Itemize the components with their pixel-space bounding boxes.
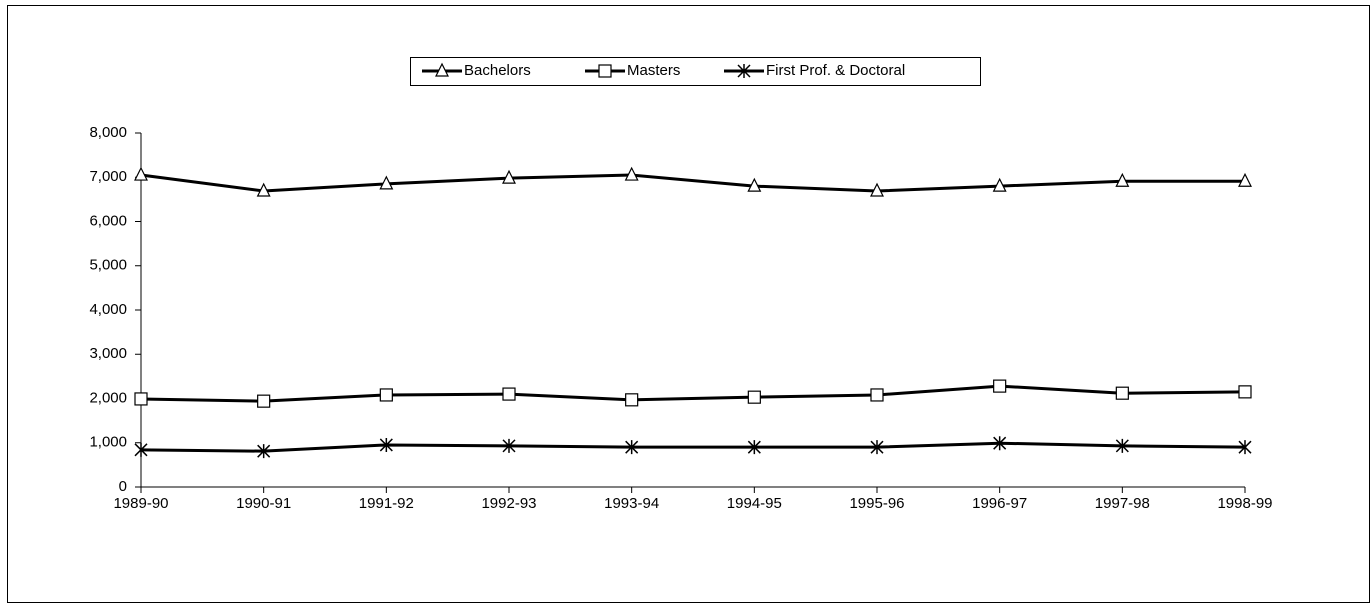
marker — [379, 388, 393, 402]
series-line — [140, 441, 1246, 453]
marker — [502, 438, 516, 453]
legend-label: First Prof. & Doctoral — [766, 62, 905, 79]
marker — [747, 440, 761, 455]
y-tick-label: 5,000 — [89, 257, 127, 274]
x-tick-label: 1991-92 — [359, 495, 414, 512]
y-tick-label: 0 — [119, 478, 127, 495]
marker — [134, 442, 148, 457]
marker — [870, 440, 884, 455]
marker — [134, 392, 148, 406]
legend-box — [410, 57, 981, 86]
marker — [747, 177, 762, 192]
marker — [993, 436, 1007, 451]
y-tick-label: 1,000 — [89, 434, 127, 451]
series-line — [140, 384, 1246, 403]
marker — [257, 444, 271, 459]
marker — [870, 182, 884, 197]
y-tick-label: 4,000 — [89, 301, 127, 318]
marker — [256, 182, 271, 197]
marker — [1238, 440, 1252, 455]
marker — [993, 379, 1007, 393]
marker — [435, 62, 449, 77]
x-tick-label: 1994-95 — [727, 495, 782, 512]
marker — [502, 387, 516, 401]
marker — [598, 64, 612, 78]
marker — [747, 390, 761, 404]
marker — [1238, 172, 1252, 187]
x-tick-label: 1990-91 — [236, 495, 291, 512]
marker — [1238, 385, 1252, 399]
legend-label: Masters — [627, 62, 680, 79]
x-tick-label: 1996-97 — [972, 495, 1027, 512]
y-tick-label: 7,000 — [89, 168, 127, 185]
marker — [502, 169, 516, 184]
x-tick-label: 1992-93 — [481, 495, 536, 512]
marker — [1115, 172, 1130, 187]
y-tick-label: 6,000 — [89, 212, 127, 229]
marker — [257, 394, 271, 408]
x-tick-label: 1998-99 — [1217, 495, 1272, 512]
marker — [992, 177, 1007, 192]
marker — [1115, 386, 1129, 400]
legend-label: Bachelors — [464, 62, 531, 79]
y-tick-label: 2,000 — [89, 389, 127, 406]
y-tick-label: 8,000 — [89, 124, 127, 141]
y-tick-label: 3,000 — [89, 345, 127, 362]
marker — [134, 166, 148, 181]
marker — [625, 440, 639, 455]
x-tick-label: 1989-90 — [113, 495, 168, 512]
x-tick-label: 1997-98 — [1095, 495, 1150, 512]
marker — [379, 175, 394, 190]
marker — [1115, 438, 1129, 453]
marker — [624, 166, 639, 181]
marker — [625, 393, 639, 407]
x-tick-label: 1995-96 — [849, 495, 904, 512]
chart-frame — [7, 5, 1370, 603]
marker — [870, 388, 884, 402]
marker — [737, 64, 751, 78]
series-line — [140, 173, 1245, 193]
marker — [379, 437, 393, 452]
x-tick-label: 1993-94 — [604, 495, 659, 512]
